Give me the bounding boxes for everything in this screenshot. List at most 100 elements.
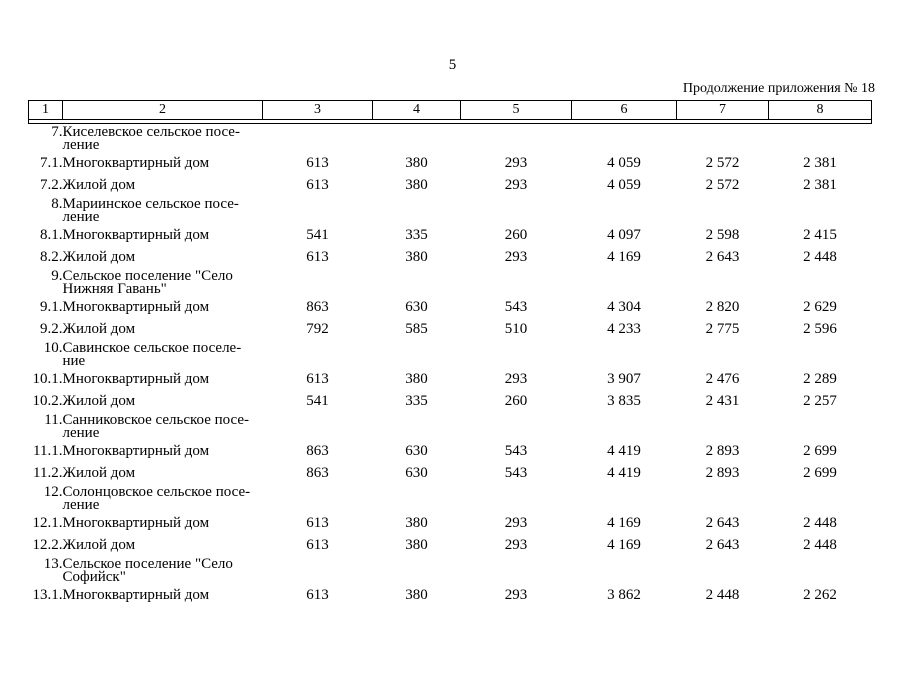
row-value: 293 (504, 514, 528, 531)
row-number: 12. (43, 484, 63, 500)
row-name: Многоквартирный дом (62, 442, 210, 459)
table-row: 12. Солонцовское сельское посе- ление (29, 484, 872, 513)
header-cell-3: 3 (262, 100, 373, 120)
row-value: 260 (504, 392, 528, 409)
row-value (572, 484, 677, 512)
row-number: 13.1. (32, 586, 63, 603)
row-value: 2 572 (705, 176, 740, 193)
row-value (677, 556, 769, 584)
row-value: 2 699 (803, 464, 837, 481)
row-value: 613 (306, 586, 329, 603)
row-value: 792 (306, 320, 329, 337)
row-value (263, 196, 373, 224)
row-value: 293 (504, 154, 528, 171)
row-value: 293 (504, 248, 528, 265)
row-value (769, 340, 872, 368)
row-value (373, 124, 461, 153)
row-value: 4 059 (607, 176, 641, 193)
row-value (572, 124, 677, 153)
row-number: 7. (51, 124, 63, 140)
table-row: 10.2. Жилой дом 541 335 260 3 835 2 431 … (29, 390, 872, 412)
row-value: 293 (504, 370, 528, 387)
row-value: 380 (405, 586, 428, 603)
row-name: Мариинское сельское посе- ление (62, 196, 239, 225)
row-value (677, 484, 769, 512)
header-underline (28, 119, 872, 124)
row-number: 11.2. (33, 464, 63, 481)
row-value: 2 893 (705, 464, 740, 481)
row-value: 293 (504, 536, 528, 553)
row-value (373, 268, 461, 296)
header-cell-2: 2 (62, 100, 263, 120)
row-value: 335 (405, 226, 428, 243)
row-number: 7.2. (40, 176, 63, 193)
row-value: 2 476 (705, 370, 740, 387)
row-number: 9.2. (40, 320, 63, 337)
row-name: Многоквартирный дом (62, 226, 210, 243)
table-row: 13.1. Многоквартирный дом 613 380 293 3 … (29, 584, 872, 606)
row-value: 2 699 (803, 442, 837, 459)
row-value (461, 412, 572, 440)
row-name: Киселевское сельское посе- ление (62, 124, 240, 153)
row-value (461, 268, 572, 296)
table-row: 12.1. Многоквартирный дом 613 380 293 4 … (29, 512, 872, 534)
row-number: 9.1. (40, 298, 63, 315)
row-value: 613 (306, 514, 329, 531)
row-value: 4 169 (607, 514, 641, 531)
table-row: 11.2. Жилой дом 863 630 543 4 419 2 893 … (29, 462, 872, 484)
row-name: Сельское поселение "Село Софийск" (62, 556, 233, 585)
table-row: 8. Мариинское сельское посе- ление (29, 196, 872, 225)
row-name: Жилой дом (62, 464, 136, 481)
table-row: 9. Сельское поселение "Село Нижняя Гаван… (29, 268, 872, 297)
row-name: Жилой дом (62, 392, 136, 409)
row-number: 12.1. (32, 514, 63, 531)
row-value: 2 431 (705, 392, 740, 409)
row-value: 380 (405, 370, 428, 387)
row-value: 4 097 (607, 226, 641, 243)
row-number: 8. (51, 196, 63, 212)
row-value: 2 448 (803, 248, 837, 265)
row-value: 2 775 (705, 320, 740, 337)
row-value: 2 893 (705, 442, 740, 459)
row-value: 380 (405, 514, 428, 531)
row-value (572, 412, 677, 440)
row-value (769, 268, 872, 296)
row-number: 10.1. (32, 370, 63, 387)
row-value: 2 381 (803, 176, 837, 193)
row-name: Жилой дом (62, 536, 136, 553)
row-value: 2 448 (705, 586, 740, 603)
row-number: 10.2. (32, 392, 63, 409)
row-value: 2 415 (803, 226, 837, 243)
row-name: Солонцовское сельское посе- ление (62, 484, 251, 513)
row-value: 585 (405, 320, 428, 337)
row-value (677, 124, 769, 153)
row-value: 543 (504, 298, 528, 315)
row-value: 2 381 (803, 154, 837, 171)
row-value (461, 196, 572, 224)
row-value: 380 (405, 536, 428, 553)
row-number: 10. (43, 340, 63, 356)
row-value: 2 598 (705, 226, 740, 243)
row-value: 613 (306, 536, 329, 553)
row-value: 293 (504, 586, 528, 603)
row-value: 543 (504, 464, 528, 481)
row-value: 613 (306, 370, 329, 387)
row-value: 2 629 (803, 298, 837, 315)
table-row: 9.2. Жилой дом 792 585 510 4 233 2 775 2… (29, 318, 872, 340)
row-value: 863 (306, 442, 329, 459)
row-value: 2 262 (803, 586, 837, 603)
row-value: 2 572 (705, 154, 740, 171)
row-number: 8.2. (40, 248, 63, 265)
row-value: 630 (405, 442, 428, 459)
row-name: Жилой дом (62, 176, 136, 193)
table-row: 7.1. Многоквартирный дом 613 380 293 4 0… (29, 152, 872, 174)
row-value: 4 304 (607, 298, 641, 315)
row-value: 3 835 (607, 392, 641, 409)
row-name: Савинское сельское поселе- ние (62, 340, 242, 369)
row-name: Многоквартирный дом (62, 370, 210, 387)
row-value (263, 556, 373, 584)
table-row: 8.2. Жилой дом 613 380 293 4 169 2 643 2… (29, 246, 872, 268)
row-value (263, 340, 373, 368)
row-value: 260 (504, 226, 528, 243)
row-value: 613 (306, 248, 329, 265)
